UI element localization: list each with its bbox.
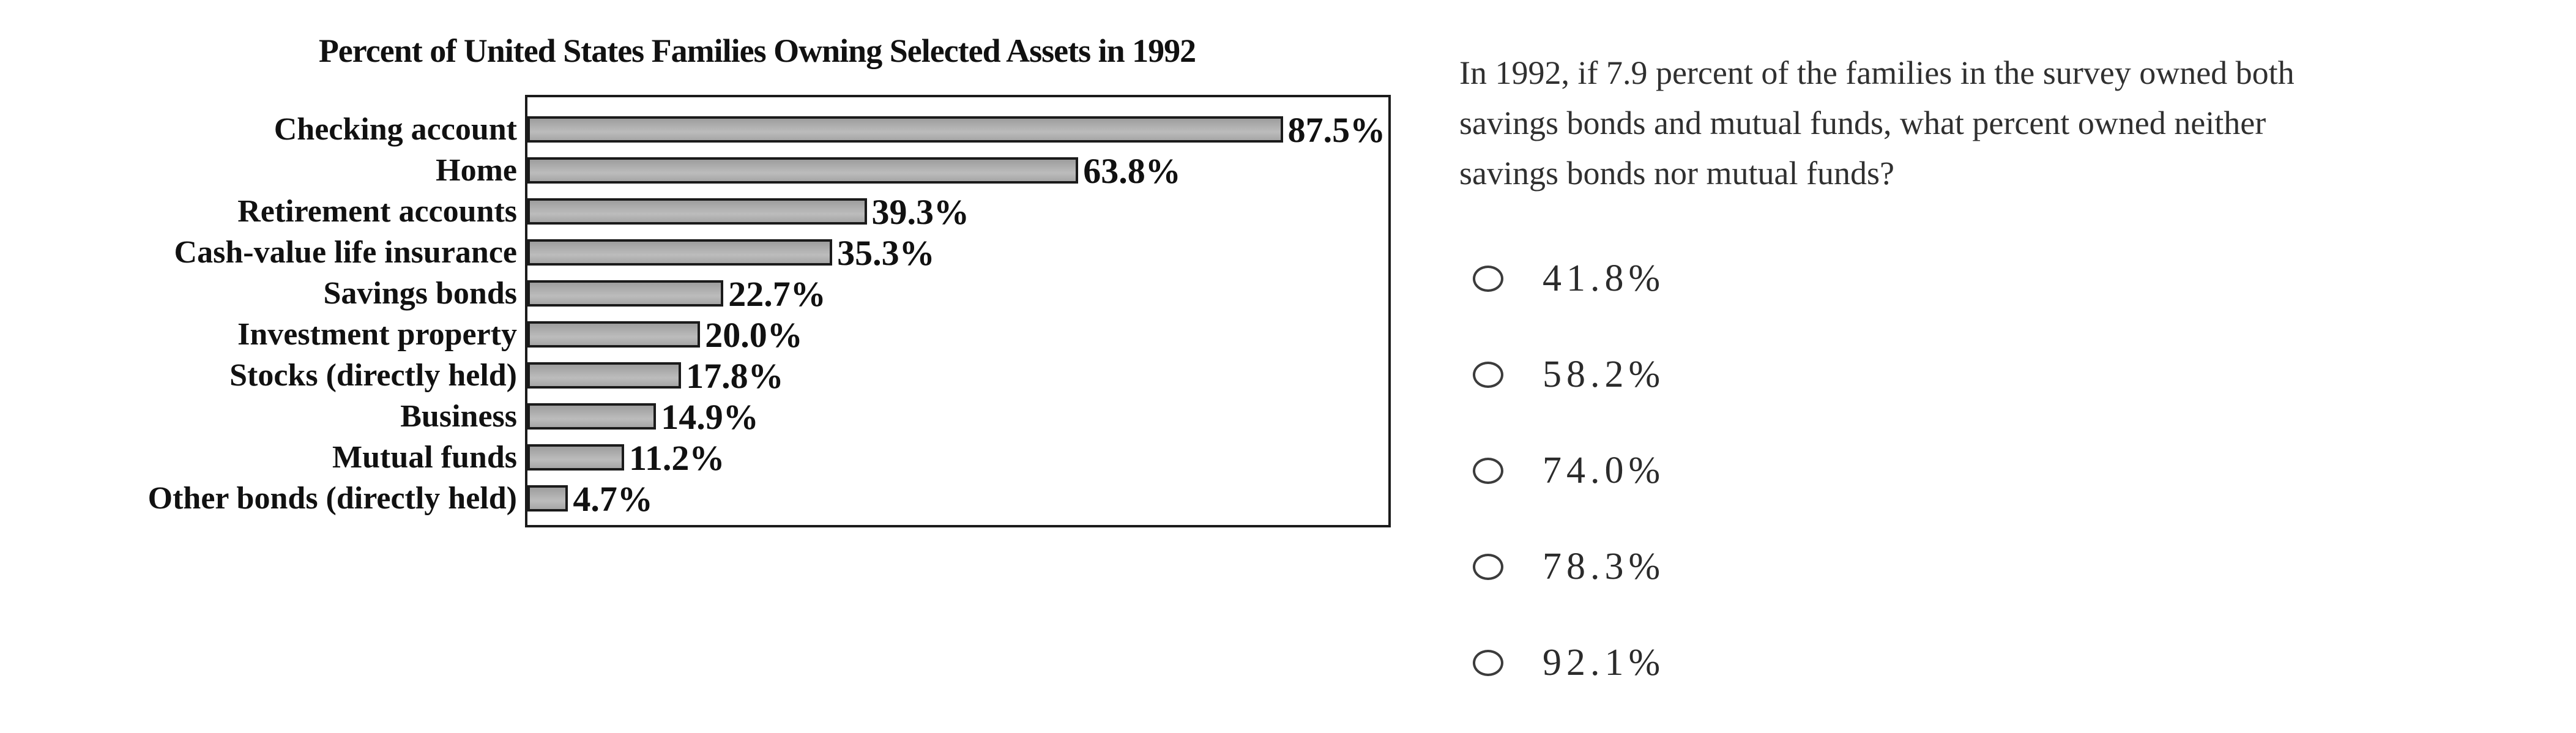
bar-value-label: 17.8% [686,356,784,396]
answer-option-3[interactable]: 74.0% [1473,450,1665,491]
category-label: Home [436,153,517,188]
category-label: Stocks (directly held) [229,358,517,393]
radio-button-icon[interactable] [1473,361,1503,388]
asset-ownership-figure: Percent of United States Families Owning… [0,0,1432,612]
bar [527,485,568,512]
answer-option-label[interactable]: 58.2% [1543,353,1666,395]
bar-value-label: 4.7% [573,479,653,519]
bar [527,321,701,348]
chart-body: Checking account Home Retirement accounts C… [116,95,1398,527]
category-label: Business [400,399,517,434]
answer-option-5[interactable]: 92.1% [1473,642,1665,683]
bar-value-label: 63.8% [1083,151,1181,191]
answer-option-label[interactable]: 41.8% [1543,257,1666,299]
bar [527,444,625,471]
category-label: Other bonds (directly held) [147,481,517,516]
bar [527,403,657,430]
bar-value-label: 35.3% [837,233,935,273]
answer-options: 41.8% 58.2% 74.0% 78.3% 92.1% [1473,258,1665,683]
chart-bars-layer: 87.5% 63.8% 39.3% 35.3% 22.7% 20.0% 17.8% 14.9%… [116,95,1398,527]
radio-button-icon[interactable] [1473,649,1503,676]
category-label: Retirement accounts [237,194,517,229]
bar-value-label: 11.2% [629,438,725,478]
category-label: Checking account [274,112,517,147]
chart-title: Percent of United States Families Owning… [318,32,1196,69]
bar [527,280,724,307]
bar-value-label: 39.3% [871,192,970,232]
bar-value-label: 87.5% [1287,110,1386,150]
answer-option-label[interactable]: 78.3% [1543,545,1666,587]
answer-option-4[interactable]: 78.3% [1473,546,1665,587]
category-label: Mutual funds [332,440,517,475]
bar [527,198,867,225]
question-line-1: In 1992, if 7.9 percent of the families … [1459,54,2295,91]
category-label: Savings bonds [323,276,517,311]
question-text: In 1992, if 7.9 percent of the families … [1459,48,2295,198]
category-label: Investment property [237,317,517,352]
answer-option-2[interactable]: 58.2% [1473,354,1665,395]
radio-button-icon[interactable] [1473,553,1503,580]
bar-value-label: 22.7% [728,274,826,314]
radio-button-icon[interactable] [1473,265,1503,292]
question-line-3: savings bonds nor mutual funds? [1459,155,1894,192]
category-label: Cash-value life insurance [174,235,517,270]
chart-category-labels: Checking account Home Retirement accounts C… [116,95,1398,527]
radio-button-icon[interactable] [1473,457,1503,484]
bar [527,116,1283,143]
bar-value-label: 14.9% [661,397,759,437]
bar [527,362,682,389]
bar [527,157,1079,184]
answer-option-1[interactable]: 41.8% [1473,258,1665,299]
answer-option-label[interactable]: 74.0% [1543,449,1666,491]
bar [527,239,833,266]
bar-value-label: 20.0% [705,315,803,355]
question-line-2: savings bonds and mutual funds, what per… [1459,105,2266,141]
answer-option-label[interactable]: 92.1% [1543,641,1666,683]
